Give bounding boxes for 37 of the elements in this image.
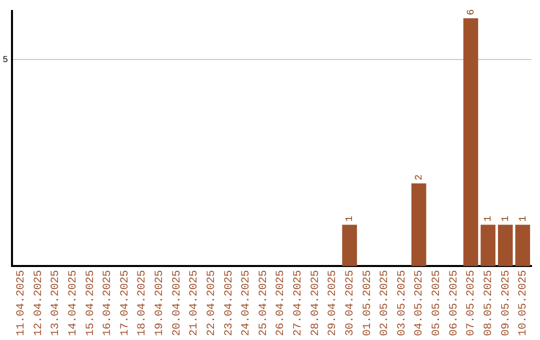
data-label: 1 bbox=[518, 216, 530, 222]
x-tick-label: 28.04.2025 bbox=[310, 270, 322, 336]
x-tick-label: 26.04.2025 bbox=[275, 270, 288, 336]
x-tick-label: 16.04.2025 bbox=[102, 270, 114, 336]
x-tick-label: 09.05.2025 bbox=[500, 270, 512, 336]
ref-line-label: 5 bbox=[2, 54, 8, 65]
x-tick-label: 24.04.2025 bbox=[240, 270, 253, 336]
x-tick-label: 07.05.2025 bbox=[466, 270, 478, 336]
x-tick-label: 06.05.2025 bbox=[448, 270, 460, 336]
data-label: 1 bbox=[484, 216, 495, 222]
x-tick-label: 23.04.2025 bbox=[223, 270, 236, 336]
x-tick-label: 13.04.2025 bbox=[50, 270, 62, 336]
x-tick-label: 12.04.2025 bbox=[32, 270, 45, 336]
x-tick-label: 18.04.2025 bbox=[136, 270, 149, 336]
data-label: 6 bbox=[466, 9, 478, 16]
x-tick-label: 01.05.2025 bbox=[362, 270, 374, 336]
x-tick-label: 10.05.2025 bbox=[518, 270, 530, 336]
x-tick-label: 03.05.2025 bbox=[396, 270, 408, 336]
x-tick-label: 17.04.2025 bbox=[119, 270, 132, 336]
data-label: 1 bbox=[500, 216, 512, 222]
x-tick-label: 02.05.2025 bbox=[379, 270, 392, 336]
data-label: 2 bbox=[414, 174, 426, 180]
x-tick-label: 21.04.2025 bbox=[188, 270, 201, 336]
x-tick-label: 14.04.2025 bbox=[67, 270, 80, 336]
x-tick-label: 19.04.2025 bbox=[154, 270, 166, 336]
x-tick-label: 04.05.2025 bbox=[414, 270, 426, 336]
data-label: 1 bbox=[345, 216, 356, 222]
x-tick-label: 25.04.2025 bbox=[258, 270, 270, 336]
x-tick-label: 15.04.2025 bbox=[84, 270, 97, 336]
x-tick-label: 11.04.2025 bbox=[16, 270, 28, 336]
x-tick-label: 08.05.2025 bbox=[482, 270, 495, 336]
x-tick-label: 22.04.2025 bbox=[206, 270, 218, 336]
x-tick-label: 29.04.2025 bbox=[327, 270, 340, 336]
x-tick-label: 05.05.2025 bbox=[431, 270, 444, 336]
x-tick-label: 30.04.2025 bbox=[344, 270, 356, 336]
x-tick-label: 20.04.2025 bbox=[171, 270, 184, 336]
x-tick-label: 27.04.2025 bbox=[292, 270, 305, 336]
